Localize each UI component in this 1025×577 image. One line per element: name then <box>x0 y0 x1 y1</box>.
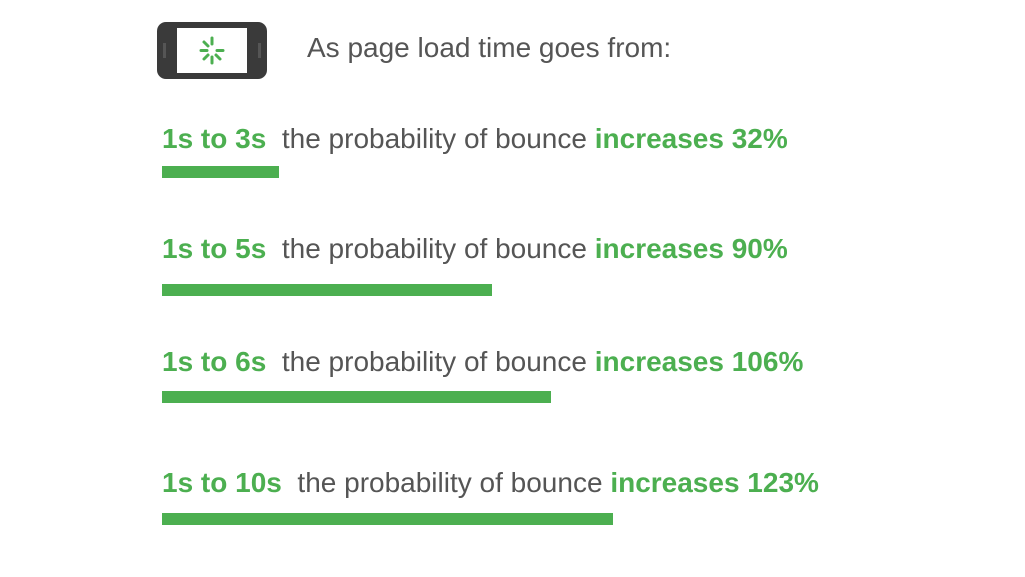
bar-label: 1s to 6s the probability of bounce incre… <box>162 346 803 378</box>
phone-screen <box>177 28 247 73</box>
phone-button <box>258 43 261 58</box>
bar <box>162 513 614 525</box>
bar-label: 1s to 3s the probability of bounce incre… <box>162 123 788 155</box>
phone-button <box>163 43 166 58</box>
page-title: As page load time goes from: <box>307 32 672 63</box>
increase-value: increases 106% <box>594 346 804 377</box>
time-range: 1s to 6s <box>162 346 267 377</box>
spinner-icon <box>199 36 225 65</box>
time-range: 1s to 10s <box>162 467 282 498</box>
bounce-text: the probability of bounce <box>281 123 587 154</box>
bounce-text: the probability of bounce <box>281 346 587 377</box>
increase-value: increases 32% <box>594 123 788 154</box>
bounce-text: the probability of bounce <box>297 467 603 498</box>
bounce-text: the probability of bounce <box>281 233 587 264</box>
time-range: 1s to 5s <box>162 233 267 264</box>
bar <box>162 284 493 296</box>
bar <box>162 391 552 403</box>
bar-label: 1s to 10s the probability of bounce incr… <box>162 467 819 499</box>
bar <box>162 166 280 178</box>
time-range: 1s to 3s <box>162 123 267 154</box>
bar-label: 1s to 5s the probability of bounce incre… <box>162 233 788 265</box>
phone-loading-icon <box>157 22 267 79</box>
increase-value: increases 123% <box>610 467 819 498</box>
increase-value: increases 90% <box>594 233 788 264</box>
